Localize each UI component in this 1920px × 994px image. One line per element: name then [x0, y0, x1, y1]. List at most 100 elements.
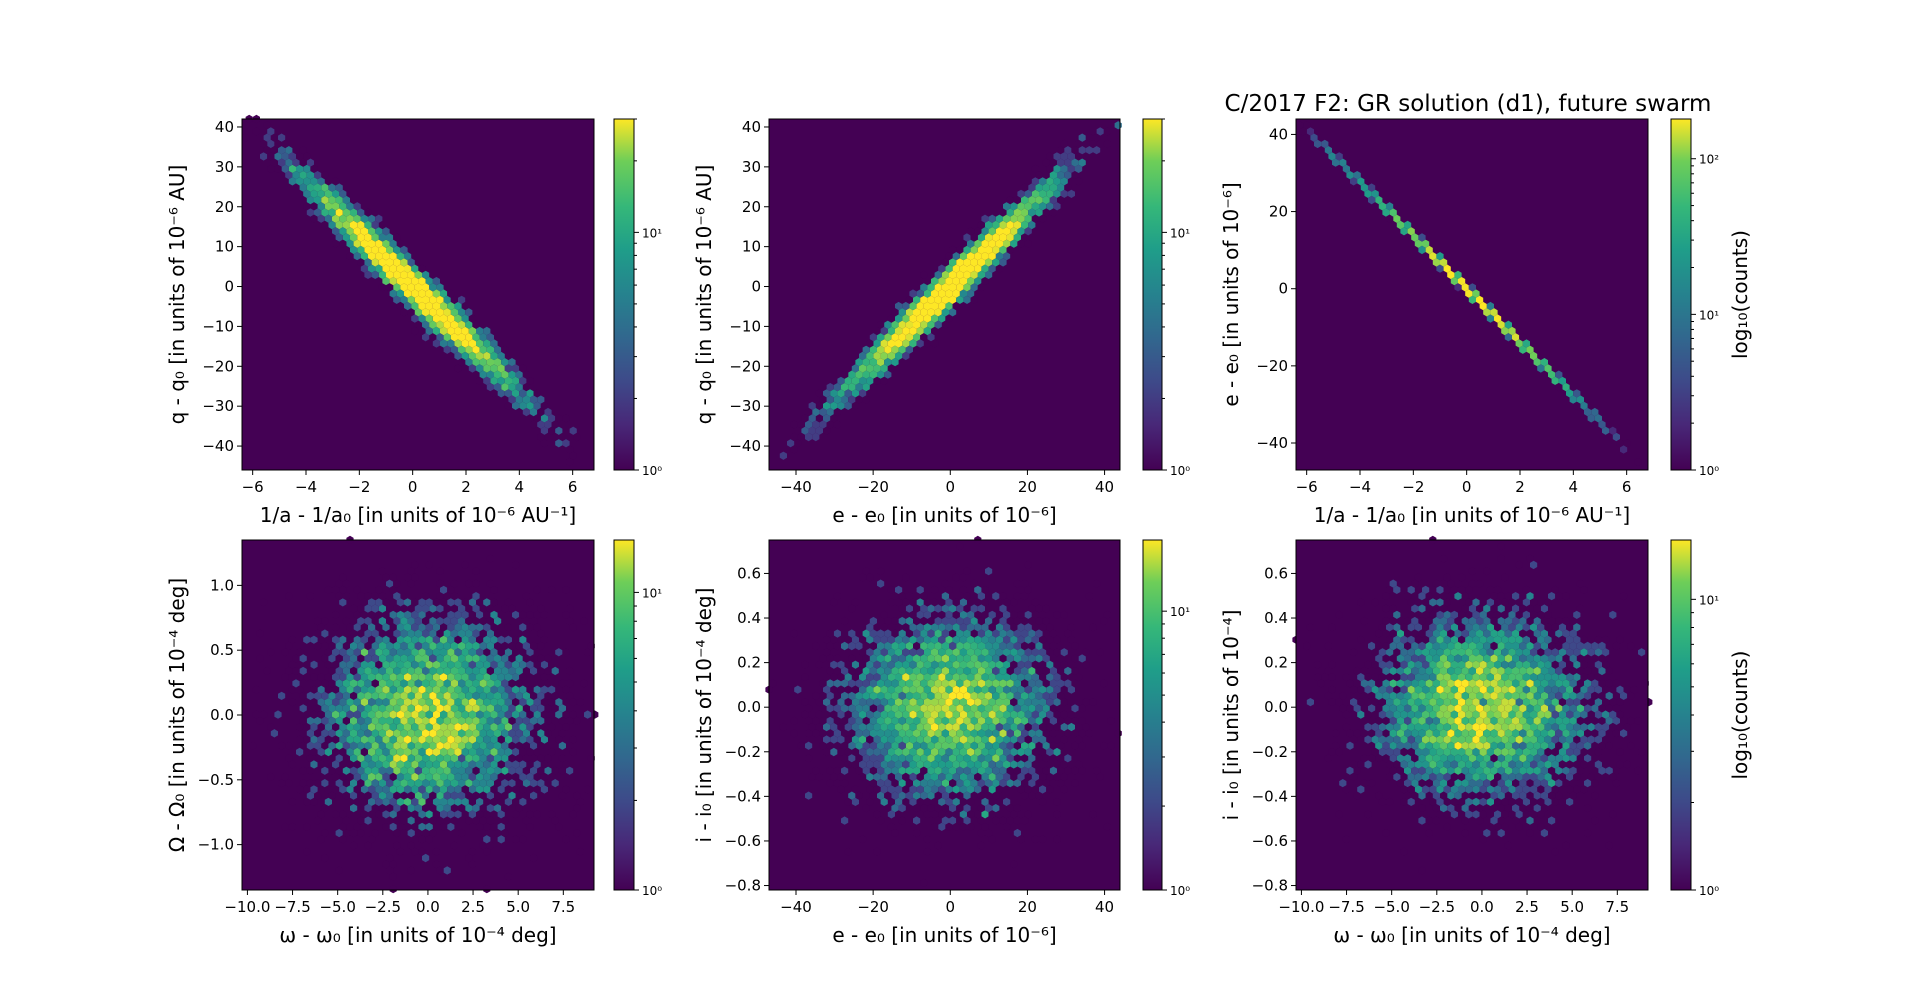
hexbin	[1021, 183, 1029, 192]
hexbin	[1540, 704, 1548, 713]
hexbin	[1555, 679, 1563, 688]
hexbin	[1612, 704, 1620, 713]
hexbin	[916, 648, 924, 657]
hexbin	[425, 685, 433, 694]
hexbin	[967, 797, 975, 806]
hexbin	[841, 779, 849, 788]
hexbin	[432, 635, 440, 644]
hexbin	[837, 401, 845, 410]
hexbin	[1396, 741, 1404, 750]
hexbin	[396, 277, 404, 286]
hexbin	[995, 623, 1003, 632]
hexbin	[1465, 598, 1473, 607]
hexbin	[920, 716, 928, 725]
hexbin	[490, 635, 498, 644]
hexbin	[368, 598, 376, 607]
hexbin	[414, 716, 422, 725]
hexbin	[508, 791, 516, 800]
hexbin	[1422, 610, 1430, 619]
hexbin	[526, 772, 534, 782]
hexbin	[952, 648, 960, 657]
hexbin	[1042, 741, 1050, 750]
hexbin	[404, 264, 412, 273]
hexbin	[1465, 698, 1473, 707]
hexbin	[1100, 741, 1108, 750]
hexbin	[945, 301, 953, 311]
hexbin	[314, 691, 322, 700]
hexbin	[364, 245, 372, 255]
hexbin	[1328, 747, 1336, 757]
hexbin	[504, 623, 512, 632]
hexbin	[339, 214, 347, 223]
hexbin	[1432, 641, 1440, 651]
hexbin	[1429, 673, 1437, 682]
hexbin	[826, 407, 834, 417]
hexbin	[346, 252, 354, 261]
hexbin	[1494, 710, 1502, 719]
hexbin	[1638, 648, 1646, 657]
hexbin	[350, 679, 358, 688]
hexbin	[1028, 654, 1036, 663]
hexbin	[476, 648, 484, 657]
hexbin	[472, 345, 480, 354]
hexbin	[501, 370, 509, 379]
hexbin	[941, 604, 949, 613]
hexbin	[1566, 685, 1574, 694]
hexbin	[869, 754, 877, 763]
hexbin	[368, 227, 376, 236]
hexbin	[1389, 629, 1397, 638]
hexbin	[454, 673, 462, 682]
hexbin	[877, 654, 885, 663]
hexbin	[472, 679, 480, 688]
hexbin	[422, 308, 430, 317]
hexbin	[400, 729, 408, 738]
hexbin	[393, 679, 401, 688]
hexbin	[1602, 710, 1610, 719]
hexbin	[497, 389, 505, 398]
hexbin	[995, 214, 1003, 223]
hexbin	[1555, 791, 1563, 800]
hexbin	[981, 735, 989, 744]
hexbin	[945, 635, 953, 644]
hexbin	[512, 772, 520, 782]
hexbin	[855, 704, 863, 713]
hexbin	[895, 785, 903, 794]
hexbin	[533, 710, 541, 719]
hexbin	[1501, 610, 1509, 619]
hexbin	[1017, 660, 1025, 669]
hexbin	[422, 716, 430, 725]
hexbin	[1057, 716, 1065, 725]
y-tick-label: 1.0	[210, 576, 234, 594]
x-tick-label: 4	[1569, 478, 1579, 496]
hexbin	[1486, 747, 1494, 757]
hexbin	[530, 407, 538, 417]
hexbin	[1078, 133, 1086, 142]
hexbin	[555, 426, 563, 435]
hexbin	[440, 314, 448, 323]
hexbin	[306, 754, 314, 763]
hexbin	[486, 679, 494, 688]
hexbin	[1060, 735, 1068, 744]
hexbin	[1393, 760, 1401, 769]
hexbin	[501, 766, 509, 775]
hexbin	[805, 791, 813, 800]
hexbin	[945, 264, 953, 273]
hexbin	[1501, 710, 1509, 719]
hexbin	[923, 772, 931, 782]
hexbin	[461, 623, 469, 632]
hexbin	[479, 654, 487, 663]
y-tick-label: 20	[742, 198, 761, 216]
hexbin	[382, 573, 390, 582]
hexbin	[494, 729, 502, 738]
hexbin	[515, 716, 523, 725]
y-tick-label: −0.8	[1252, 877, 1288, 895]
hexbin	[963, 791, 971, 800]
hexbin	[1085, 729, 1093, 738]
hexbin	[1443, 648, 1451, 657]
hexbin	[454, 810, 462, 819]
hexbin	[324, 710, 332, 719]
hexbin	[522, 641, 530, 651]
hexbin	[1587, 772, 1595, 782]
hexbin	[1591, 779, 1599, 788]
hexbin	[1360, 754, 1368, 763]
